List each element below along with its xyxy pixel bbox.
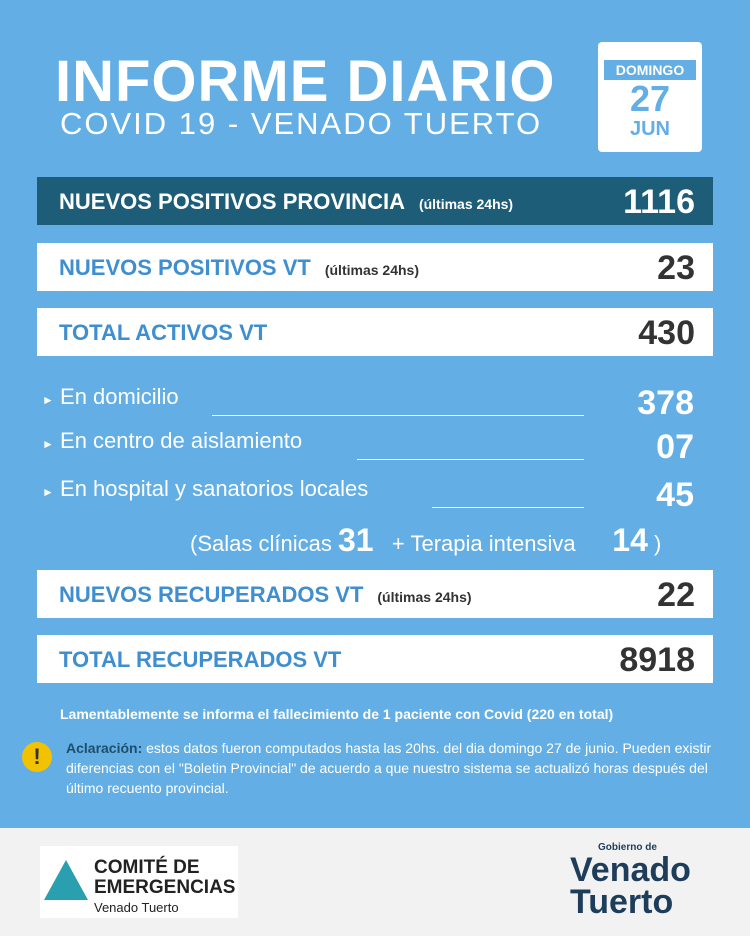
label: TOTAL RECUPERADOS VT bbox=[59, 647, 342, 672]
value: 23 bbox=[657, 249, 695, 287]
value: 45 bbox=[656, 476, 694, 514]
title: INFORME DIARIO bbox=[55, 49, 556, 114]
text: Tuerto bbox=[570, 883, 674, 921]
value: 31 bbox=[337, 522, 374, 558]
rule bbox=[432, 507, 584, 508]
value: 378 bbox=[637, 384, 694, 422]
label-text: NUEVOS RECUPERADOS VT bbox=[59, 582, 364, 607]
label: NUEVOS POSITIVOS VT (últimas 24hs) bbox=[59, 255, 419, 281]
hospital-detail: (Salas clínicas 31 + Terapia intensiva 1… bbox=[190, 522, 661, 559]
stat-row: TOTAL ACTIVOS VT 430 bbox=[37, 308, 713, 356]
day: 27 bbox=[629, 78, 671, 119]
bullet: ► bbox=[42, 485, 54, 499]
stat-row: NUEVOS RECUPERADOS VT (últimas 24hs) 22 bbox=[37, 570, 713, 618]
subtitle: COVID 19 - VENADO TUERTO bbox=[60, 106, 543, 141]
label: TOTAL ACTIVOS VT bbox=[59, 320, 268, 345]
label: Aclaración: bbox=[66, 740, 143, 756]
value: 8918 bbox=[619, 641, 695, 679]
notice: Lamentablemente se informa el fallecimie… bbox=[60, 706, 614, 722]
value: 22 bbox=[657, 576, 695, 614]
stat-row: TOTAL RECUPERADOS VT 8918 bbox=[37, 635, 713, 683]
breakdown-row: ► En domicilio 378 bbox=[42, 384, 702, 424]
footer: COMITÉ DE EMERGENCIAS Venado Tuerto Gobi… bbox=[0, 828, 750, 936]
text: Terapia intensiva bbox=[410, 531, 576, 556]
label: En domicilio bbox=[60, 384, 179, 409]
rule bbox=[357, 459, 584, 460]
warning-icon: ! bbox=[22, 742, 52, 772]
text: ) bbox=[654, 531, 662, 556]
stat-row: NUEVOS POSITIVOS VT (últimas 24hs) 23 bbox=[37, 243, 713, 291]
bullet: ► bbox=[42, 437, 54, 451]
text: Venado Tuerto bbox=[94, 900, 179, 915]
text: Venado bbox=[570, 851, 691, 889]
label: NUEVOS POSITIVOS PROVINCIA (últimas 24hs) bbox=[59, 189, 513, 215]
note: (últimas 24hs) bbox=[418, 196, 514, 212]
clarification: Aclaración: estos datos fueron computado… bbox=[66, 738, 726, 798]
rule bbox=[212, 415, 584, 416]
value: 430 bbox=[638, 314, 695, 352]
value: 14 bbox=[612, 522, 648, 558]
label-text: NUEVOS POSITIVOS VT bbox=[59, 255, 311, 280]
weekday: DOMINGO bbox=[604, 60, 696, 80]
government-logo: Gobierno de Venado Tuerto bbox=[570, 842, 691, 921]
text: COMITÉ DE bbox=[94, 857, 200, 878]
value: 07 bbox=[656, 428, 694, 466]
month: JUN bbox=[629, 118, 670, 140]
text: estos datos fueron computados hasta las … bbox=[66, 740, 712, 796]
label-text: NUEVOS POSITIVOS PROVINCIA bbox=[59, 189, 405, 214]
value: 1116 bbox=[623, 183, 695, 221]
text: (Salas clínicas bbox=[190, 531, 332, 556]
note: (últimas 24hs) bbox=[377, 589, 472, 605]
bullet: ► bbox=[42, 393, 54, 407]
label: En hospital y sanatorios locales bbox=[60, 476, 369, 501]
stat-row: NUEVOS POSITIVOS PROVINCIA (últimas 24hs)… bbox=[37, 177, 713, 225]
calendar: DOMINGO 27 JUN bbox=[598, 42, 702, 152]
text: EMERGENCIAS bbox=[94, 877, 236, 898]
committee-logo: COMITÉ DE EMERGENCIAS Venado Tuerto bbox=[40, 846, 238, 918]
label: NUEVOS RECUPERADOS VT (últimas 24hs) bbox=[59, 582, 472, 608]
note: (últimas 24hs) bbox=[324, 262, 419, 278]
label: En centro de aislamiento bbox=[60, 428, 303, 453]
text: Gobierno de bbox=[598, 842, 657, 853]
logo-icon bbox=[44, 860, 88, 900]
breakdown-row: ► En centro de aislamiento 07 bbox=[42, 428, 702, 468]
breakdown-row: ► En hospital y sanatorios locales 45 bbox=[42, 476, 702, 516]
text: + bbox=[391, 531, 405, 556]
